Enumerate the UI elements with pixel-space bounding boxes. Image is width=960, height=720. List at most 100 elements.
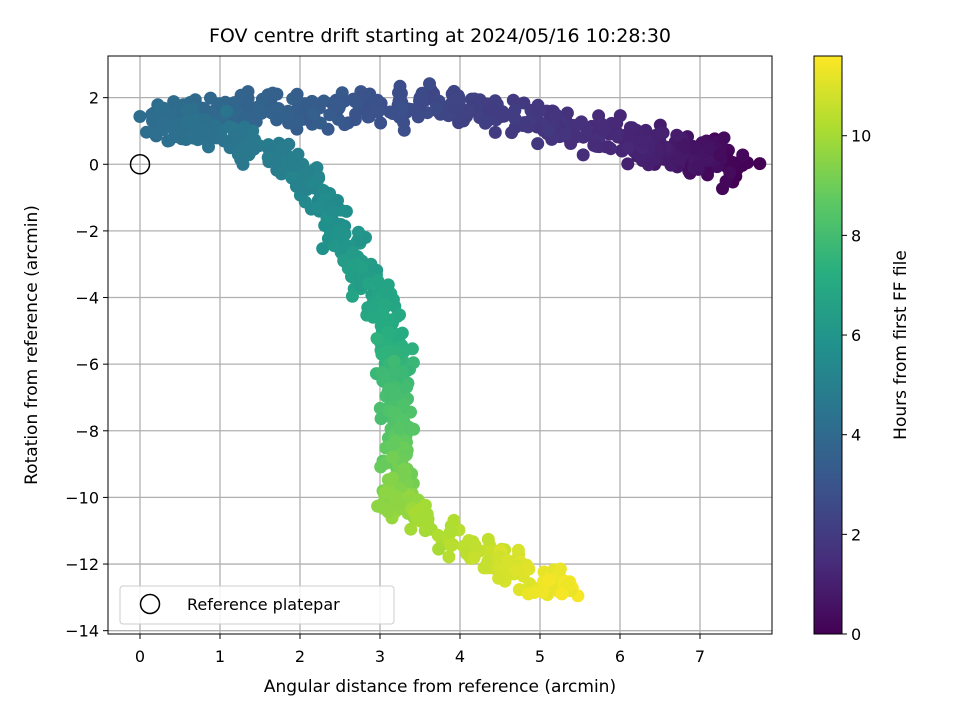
x-tick-label: 2: [295, 647, 305, 666]
x-tick-label: 3: [375, 647, 385, 666]
data-point: [597, 123, 611, 137]
colorbar-tick-label: 2: [851, 525, 861, 544]
data-point: [555, 587, 569, 601]
data-point: [274, 167, 288, 181]
data-point: [677, 138, 690, 152]
data-point: [272, 144, 286, 158]
data-point: [317, 94, 331, 108]
data-point: [255, 92, 269, 106]
data-point: [379, 485, 392, 499]
data-point: [300, 98, 314, 112]
data-point: [181, 103, 195, 117]
data-point: [625, 121, 639, 135]
data-point: [291, 147, 305, 161]
x-tick-label: 4: [455, 647, 465, 666]
data-point: [379, 369, 392, 383]
data-point: [636, 135, 650, 149]
colorbar-tick-label: 0: [851, 625, 861, 644]
data-point: [621, 141, 635, 155]
data-point: [703, 140, 717, 154]
data-point: [447, 513, 461, 527]
y-tick-label: −12: [65, 555, 99, 574]
x-tick-label: 0: [135, 647, 145, 666]
y-axis-label: Rotation from reference (arcmin): [22, 205, 42, 485]
data-point: [393, 79, 407, 93]
data-point: [407, 422, 421, 436]
data-point: [423, 77, 436, 91]
data-point: [302, 165, 316, 179]
colorbar: 0 2 4 6 8 10 Hours from first FF file: [813, 55, 911, 644]
data-point: [670, 128, 684, 142]
data-point: [355, 260, 369, 274]
data-point: [193, 129, 207, 143]
data-point: [392, 421, 406, 435]
x-axis-ticks: 0 1 2 3 4 5 6 7: [135, 634, 705, 666]
data-point: [561, 577, 575, 591]
data-point: [468, 539, 482, 552]
reference-marker: [129, 154, 151, 175]
data-point: [713, 148, 727, 162]
data-point: [358, 87, 372, 101]
y-tick-label: −10: [65, 488, 99, 507]
data-point: [461, 105, 475, 118]
y-tick-label: −2: [75, 222, 99, 241]
data-point: [220, 104, 234, 118]
x-tick-label: 6: [615, 647, 625, 666]
data-point: [382, 382, 396, 396]
data-point: [313, 116, 327, 130]
data-point: [387, 354, 401, 368]
data-point: [408, 103, 422, 117]
data-point: [239, 98, 253, 112]
x-tick-label: 1: [215, 647, 225, 666]
legend-label: Reference platepar: [187, 595, 340, 614]
data-point: [442, 550, 456, 564]
data-points: [133, 77, 767, 603]
data-point: [482, 105, 496, 119]
data-point: [270, 87, 284, 101]
y-tick-label: 2: [89, 89, 99, 108]
data-point: [323, 108, 337, 122]
data-point: [480, 115, 494, 129]
data-point: [610, 116, 624, 130]
data-point: [411, 511, 425, 525]
data-point: [449, 102, 463, 116]
data-point: [346, 246, 359, 260]
data-point: [361, 301, 375, 315]
data-point: [335, 86, 349, 100]
data-point: [199, 113, 213, 127]
data-point: [381, 505, 395, 519]
y-tick-label: −14: [65, 622, 99, 641]
data-point: [361, 110, 375, 124]
data-point: [599, 140, 613, 154]
chart-title: FOV centre drift starting at 2024/05/16 …: [209, 25, 671, 47]
data-point: [378, 298, 392, 312]
colorbar-tick-label: 10: [851, 127, 871, 146]
data-point: [723, 166, 737, 180]
x-tick-label: 5: [535, 647, 545, 666]
data-point: [418, 498, 432, 512]
data-point: [559, 128, 572, 141]
y-axis-ticks: 2 0 −2 −4 −6 −8 −10 −12 −14: [65, 89, 108, 641]
data-point: [312, 200, 326, 214]
data-point: [422, 520, 436, 534]
data-point: [505, 126, 519, 140]
data-point: [155, 116, 169, 130]
data-point: [345, 270, 358, 284]
y-tick-label: −6: [75, 355, 99, 374]
data-point: [654, 126, 668, 140]
legend-marker: [139, 593, 161, 615]
data-point: [337, 254, 351, 268]
data-point: [467, 551, 481, 565]
data-point: [717, 131, 731, 145]
data-point: [374, 412, 388, 426]
data-point: [388, 364, 402, 378]
data-point: [188, 117, 202, 131]
data-point: [488, 125, 502, 139]
data-point: [571, 118, 585, 132]
data-point: [381, 278, 395, 292]
data-point: [400, 380, 414, 394]
data-point: [621, 157, 635, 171]
data-point: [521, 120, 535, 134]
data-point: [327, 239, 341, 253]
data-point: [236, 157, 250, 171]
